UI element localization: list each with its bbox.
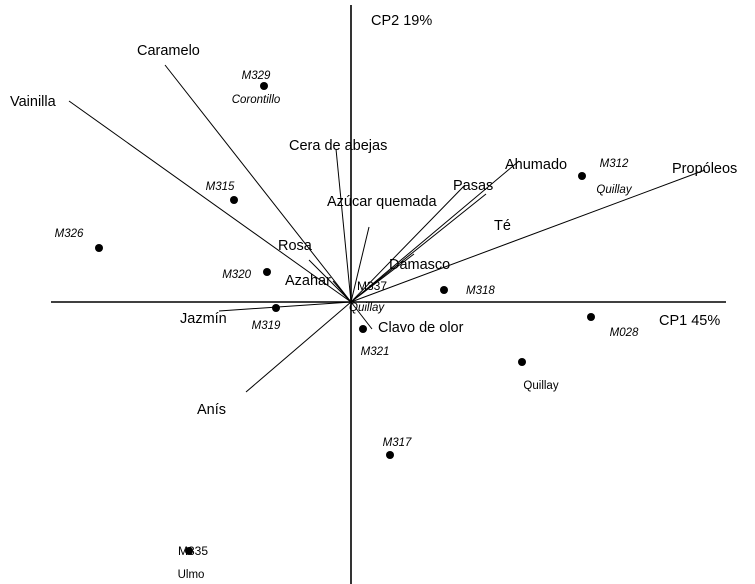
sample-sublabel-m329-0: Corontillo — [232, 94, 281, 106]
sample-sublabel-quillay-9: Quillay — [523, 380, 558, 392]
loading-vector-vainilla — [68, 100, 352, 303]
sample-label-m028-8: M028 — [610, 327, 639, 339]
loading-vector-jazmin — [218, 301, 352, 312]
loading-label-anis: Anís — [197, 402, 226, 418]
sample-label-m317-10: M317 — [383, 437, 412, 449]
sample-point-m329-0 — [260, 82, 268, 90]
loading-label-damasco: Damasco — [389, 257, 450, 273]
sample-point-quillay-9 — [518, 358, 526, 366]
sample-point-m312-7 — [578, 172, 586, 180]
sample-point-m318-6 — [440, 286, 448, 294]
sample-label-m312-7: M312 — [600, 158, 629, 170]
origin-sublabel: Quillay — [349, 302, 385, 314]
sample-point-m321-5 — [359, 325, 367, 333]
loading-vector-azahar — [332, 280, 352, 303]
sample-points — [95, 82, 595, 555]
sample-point-m319-4 — [272, 304, 280, 312]
sample-point-m335-11 — [185, 547, 193, 555]
loading-vectors — [68, 64, 706, 393]
loading-vector-caramelo — [164, 64, 352, 303]
loading-label-rosa: Rosa — [278, 238, 313, 254]
loading-label-azahar: Azahar — [285, 273, 331, 289]
loading-vector-rosa — [308, 259, 352, 303]
loading-label-ahumado: Ahumado — [505, 157, 567, 173]
loading-vector-damasco — [350, 253, 415, 303]
sample-point-m315-1 — [230, 196, 238, 204]
sample-point-m317-10 — [386, 451, 394, 459]
origin-label: M337 — [357, 279, 387, 293]
y-axis-label: CP2 19% — [371, 13, 432, 29]
loading-vector-te — [350, 193, 487, 303]
sample-label-m318-6: M318 — [466, 285, 495, 297]
loading-label-caramelo: Caramelo — [137, 43, 200, 59]
sample-label-m321-5: M321 — [361, 346, 390, 358]
sample-label-m319-4: M319 — [252, 320, 281, 332]
sample-label-m335-11: M335 — [178, 544, 208, 558]
loading-vector-clavo-de-olor — [350, 301, 373, 330]
sample-label-m329-0: M329 — [242, 70, 271, 82]
sample-label-m315-1: M315 — [206, 181, 235, 193]
loading-label-vainilla: Vainilla — [10, 94, 57, 110]
loading-vector-anis — [245, 301, 352, 393]
loading-vector-ahumado — [350, 160, 520, 303]
loading-vector-cera-de-abejas — [335, 148, 352, 303]
loading-label-azucar-quemada: Azúcar quemada — [327, 194, 438, 210]
loading-vector-azucar-quemada — [350, 226, 370, 303]
chart-labels: CP1 45% CP2 19% M337 Quillay Caramelo Vainill… — [10, 13, 737, 581]
loading-vector-propoleos — [350, 169, 706, 303]
sample-label-m320-3: M320 — [222, 269, 251, 281]
sample-point-m320-3 — [263, 268, 271, 276]
sample-sublabel-m312-7: Quillay — [596, 184, 632, 196]
loading-label-cera-de-abejas: Cera de abejas — [289, 138, 387, 154]
sample-point-m326-2 — [95, 244, 103, 252]
loading-label-te: Té — [494, 218, 511, 234]
axes — [51, 5, 726, 584]
sample-sublabel-m335-11: Ulmo — [178, 569, 205, 581]
loading-label-clavo-de-olor: Clavo de olor — [378, 320, 464, 336]
sample-point-m028-8 — [587, 313, 595, 321]
x-axis-label: CP1 45% — [659, 313, 720, 329]
loading-label-jazmin: Jazmín — [180, 311, 227, 327]
loading-label-pasas: Pasas — [453, 178, 493, 194]
sample-label-m326-2: M326 — [55, 228, 84, 240]
loading-label-propoleos: Propóleos — [672, 161, 737, 177]
loading-vector-pasas — [350, 184, 466, 303]
